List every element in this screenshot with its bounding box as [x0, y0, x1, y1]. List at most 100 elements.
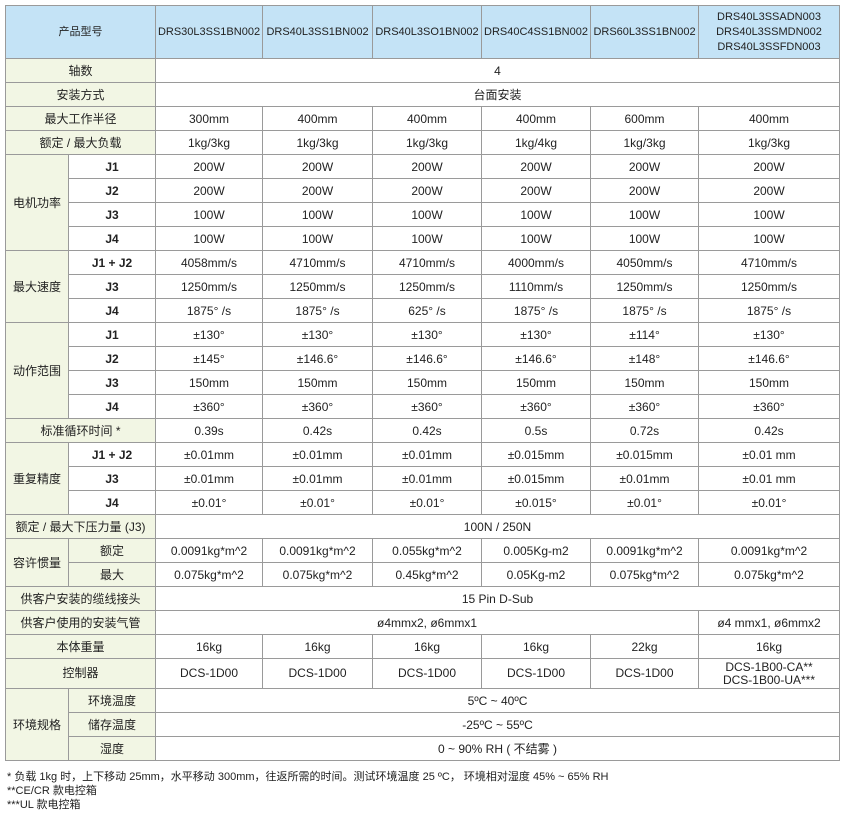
value-cell: ±130° [372, 322, 482, 347]
value-cell: 100N / 250N [155, 514, 840, 539]
value-cell: 300mm [155, 106, 263, 131]
row-sub-label: J1 [68, 322, 156, 347]
model-header: DRS60L3SS1BN002 [590, 5, 699, 59]
value-cell: 0.42s [372, 418, 482, 443]
value-cell: 0.0091kg*m^2 [590, 538, 699, 563]
value-cell: 22kg [590, 634, 699, 659]
table-row: 动作范围 J1 ±130° ±130° ±130° ±130° ±114° ±130° [5, 322, 840, 419]
value-cell: ±360° [481, 394, 591, 419]
value-cell: 4710mm/s [698, 250, 840, 275]
value-cell: 0.005Kg-m2 [481, 538, 591, 563]
value-cell: 400mm [372, 106, 482, 131]
value-cell: ±0.01° [155, 490, 263, 515]
value-cell: ±146.6° [481, 346, 591, 371]
value-cell: ±0.01° [372, 490, 482, 515]
value-cell: ±360° [590, 394, 699, 419]
value-cell: 0 ~ 90% RH ( 不结雾 ) [155, 736, 840, 761]
value-cell: 150mm [481, 370, 591, 395]
value-cell: 1250mm/s [698, 274, 840, 299]
value-cell: 200W [372, 154, 482, 179]
value-cell: 1110mm/s [481, 274, 591, 299]
value-cell: 150mm [372, 370, 482, 395]
value-cell: 150mm [155, 370, 263, 395]
table-row: 额定 / 最大负载 1kg/3kg 1kg/3kg 1kg/3kg 1kg/4kg 1kg… [5, 130, 840, 155]
value-cell: 100W [372, 202, 482, 227]
value-cell: 1250mm/s [590, 274, 699, 299]
row-label: 最大工作半径 [5, 106, 156, 131]
value-cell: ±0.01° [590, 490, 699, 515]
value-cell: 100W [590, 226, 699, 251]
value-cell: ±0.01mm [155, 442, 263, 467]
value-cell: ±130° [155, 322, 263, 347]
value-cell: 0.075kg*m^2 [590, 562, 699, 587]
table-row: J4 100W 100W 100W 100W 100W 100W [6, 226, 840, 251]
value-cell: ±360° [372, 394, 482, 419]
table-row: 供客户使用的安装气管 ø4mmx2, ø6mmx1 ø4 mmx1, ø6mmx2 [5, 610, 840, 635]
row-label: 本体重量 [5, 634, 156, 659]
value-cell: ±360° [262, 394, 373, 419]
row-group-label: 电机功率 [5, 154, 69, 251]
table-row: J3 100W 100W 100W 100W 100W 100W [6, 202, 840, 227]
value-cell: 0.0091kg*m^2 [698, 538, 840, 563]
value-cell: 0.42s [262, 418, 373, 443]
row-sub-label: J1 + J2 [68, 250, 156, 275]
row-sub-label: J2 [68, 178, 156, 203]
model-header: DRS30L3SS1BN002 [155, 5, 263, 59]
value-cell: ø4 mmx1, ø6mmx2 [698, 610, 840, 635]
value-cell: 100W [481, 226, 591, 251]
row-label: 安装方式 [5, 82, 156, 107]
row-group-label: 环境规格 [5, 688, 69, 761]
value-cell: ±0.015mm [590, 442, 699, 467]
row-group-label: 重复精度 [5, 442, 69, 515]
value-cell: ±0.01mm [155, 466, 263, 491]
value-cell: 1kg/3kg [590, 130, 699, 155]
table-row: J3 150mm 150mm 150mm 150mm 150mm 150mm [6, 370, 840, 395]
value-cell: 0.075kg*m^2 [262, 562, 373, 587]
value-cell: 100W [262, 202, 373, 227]
value-cell: 15 Pin D-Sub [155, 586, 840, 611]
value-cell: 200W [481, 154, 591, 179]
value-cell: 0.42s [698, 418, 840, 443]
model-header: DRS40L3SO1BN002 [372, 5, 482, 59]
value-cell: 0.5s [481, 418, 591, 443]
header-row: 产品型号 DRS30L3SS1BN002 DRS40L3SS1BN002 DRS40L… [5, 5, 840, 59]
value-cell: ±148° [590, 346, 699, 371]
table-row: 本体重量 16kg 16kg 16kg 16kg 22kg 16kg [5, 634, 840, 659]
value-cell: 台面安装 [155, 82, 840, 107]
value-cell: DCS-1D00 [155, 658, 263, 689]
value-cell: 200W [155, 154, 263, 179]
value-cell: 100W [481, 202, 591, 227]
value-cell: DCS-1D00 [262, 658, 373, 689]
value-cell: 0.45kg*m^2 [372, 562, 482, 587]
value-cell: 625° /s [372, 298, 482, 323]
value-cell: 200W [698, 178, 840, 203]
value-cell: 16kg [481, 634, 591, 659]
value-cell: 150mm [262, 370, 373, 395]
value-cell: 0.39s [155, 418, 263, 443]
value-cell: ±360° [155, 394, 263, 419]
value-cell: 100W [262, 226, 373, 251]
value-cell: 1250mm/s [262, 274, 373, 299]
table-row: 容许惯量 额定 0.0091kg*m^2 0.0091kg*m^2 0.055kg*m^… [5, 538, 840, 587]
row-sub-label: 环境温度 [68, 688, 156, 713]
row-sub-label: J4 [68, 490, 156, 515]
value-cell: 16kg [372, 634, 482, 659]
value-cell: ø4mmx2, ø6mmx1 [155, 610, 699, 635]
row-sub-label: 额定 [68, 538, 156, 563]
value-cell: 4710mm/s [372, 250, 482, 275]
value-cell: ±0.01mm [262, 466, 373, 491]
value-cell: ±130° [262, 322, 373, 347]
table-row: 轴数 4 [5, 58, 840, 83]
value-cell: 100W [372, 226, 482, 251]
table-row: 湿度 0 ~ 90% RH ( 不结雾 ) [6, 736, 840, 761]
value-cell: ±0.01 mm [698, 466, 840, 491]
value-cell: 200W [155, 178, 263, 203]
row-group-label: 容许惯量 [5, 538, 69, 587]
value-cell: 200W [698, 154, 840, 179]
footnotes: * 负载 1kg 时，上下移动 25mm，水平移动 300mm，往返所需的时间。… [7, 770, 608, 812]
row-sub-label: J1 [68, 154, 156, 179]
row-sub-label: J3 [68, 466, 156, 491]
value-cell: ±0.01mm [262, 442, 373, 467]
value-cell: 100W [590, 202, 699, 227]
table-row: 储存温度 -25ºC ~ 55ºC [6, 712, 840, 737]
